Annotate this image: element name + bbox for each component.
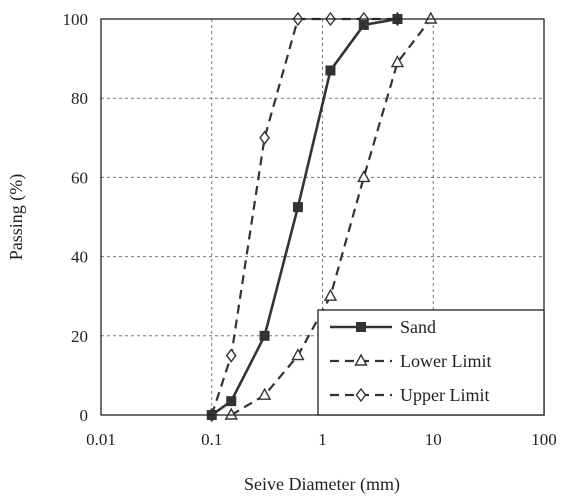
data-point bbox=[358, 19, 369, 30]
data-point bbox=[225, 348, 237, 363]
axis-ticks: 0.01 0.1 1 10 100 0 20 40 60 80 100 bbox=[63, 10, 557, 449]
legend-marker bbox=[355, 387, 367, 403]
data-point bbox=[291, 348, 305, 361]
data-point bbox=[259, 330, 270, 341]
legend-label: Sand bbox=[400, 317, 436, 337]
x-tick-label: 1 bbox=[318, 430, 327, 449]
data-point bbox=[292, 202, 303, 213]
y-tick-label: 100 bbox=[63, 10, 89, 29]
legend-item: Sand bbox=[330, 317, 436, 337]
legend-label: Upper Limit bbox=[400, 385, 489, 405]
data-point bbox=[226, 396, 237, 407]
legend-label: Lower Limit bbox=[400, 351, 491, 371]
series-lower-limit bbox=[224, 11, 438, 420]
y-axis-title: Passing (%) bbox=[6, 174, 27, 261]
data-point bbox=[323, 288, 338, 301]
legend-marker bbox=[356, 322, 366, 332]
x-tick-label: 0.01 bbox=[86, 430, 116, 449]
y-tick-label: 0 bbox=[80, 406, 89, 425]
data-point bbox=[390, 55, 405, 68]
y-tick-label: 40 bbox=[71, 248, 88, 267]
data-point bbox=[259, 130, 270, 145]
legend-item: Upper Limit bbox=[330, 385, 489, 405]
x-tick-label: 0.1 bbox=[201, 430, 222, 449]
legend-marker bbox=[354, 353, 368, 366]
y-tick-label: 80 bbox=[71, 89, 88, 108]
legend: Sand Lower Limit Upper Limit bbox=[317, 309, 545, 416]
legend-item: Lower Limit bbox=[330, 351, 491, 371]
x-tick-label: 100 bbox=[531, 430, 557, 449]
data-point bbox=[224, 407, 238, 420]
y-tick-label: 20 bbox=[71, 327, 88, 346]
x-axis-title: Seive Diameter (mm) bbox=[244, 474, 400, 495]
y-tick-label: 60 bbox=[71, 168, 88, 187]
x-tick-label: 10 bbox=[425, 430, 442, 449]
data-point bbox=[325, 65, 336, 76]
data-point bbox=[424, 11, 438, 24]
data-point bbox=[257, 387, 272, 400]
data-point bbox=[357, 169, 371, 183]
